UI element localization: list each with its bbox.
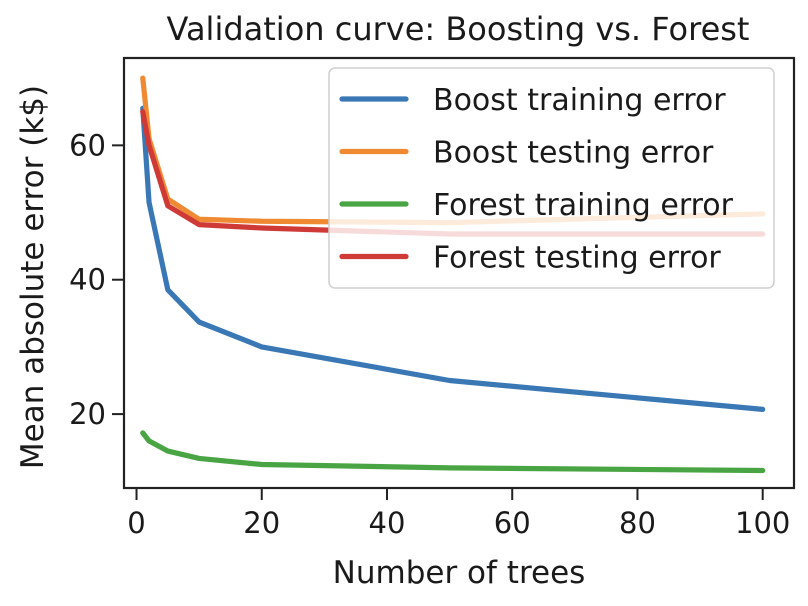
y-axis-ticks: 20 40 60 [69,128,124,431]
x-tick-label: 0 [127,506,145,540]
plot-frame [122,56,796,490]
x-tick-label: 40 [369,506,406,540]
legend-label-1: Boost training error [433,83,726,118]
x-tick-label: 100 [735,506,790,540]
legend-label-4: Forest testing error [433,241,721,276]
y-tick-label: 60 [69,128,106,162]
y-tick-label: 20 [69,397,106,431]
x-axis-label: Number of trees [333,555,586,591]
y-axis-label: Mean absolute error (k$) [15,85,51,469]
series-line-1 [140,105,766,412]
series-line-3 [140,430,766,474]
x-axis-ticks: 0 20 40 60 80 100 [127,488,790,540]
legend-label-2: Boost testing error [433,136,714,171]
chart-title: Validation curve: Boosting vs. Forest [167,10,750,48]
x-tick-label: 80 [619,506,656,540]
legend-box [328,67,775,289]
x-tick-label: 20 [243,506,280,540]
legend-items: Boost training error Boost testing error F… [339,83,734,276]
y-tick-label: 40 [69,263,106,297]
legend-label-3: Forest training error [433,188,734,223]
legend: Boost training error Boost testing error F… [328,67,775,289]
x-tick-label: 60 [494,506,531,540]
